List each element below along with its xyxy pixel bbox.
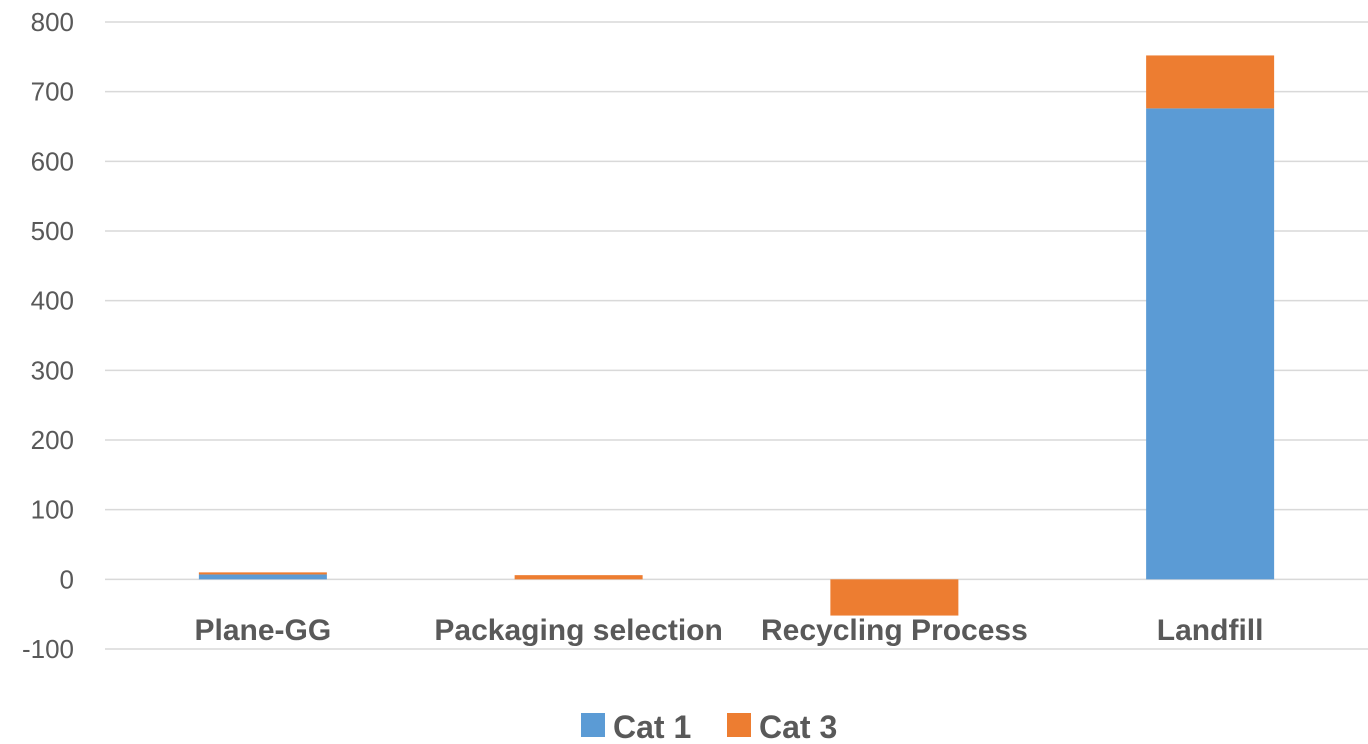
x-category-label: Landfill [1157,614,1264,647]
y-tick-label: 100 [31,495,74,525]
y-tick-label: 600 [31,146,74,176]
y-axis-tick-labels: -100 0 100 200 300 400 500 600 700 800 [22,7,74,664]
legend-label: Cat 1 [613,709,691,744]
x-category-label: Plane-GG [195,614,332,647]
x-category-label: Recycling Process [761,614,1028,647]
legend-swatch [727,713,751,737]
bars [199,55,1274,615]
y-tick-label: 200 [31,425,74,455]
y-tick-label: -100 [22,634,74,664]
bar-segment [830,579,958,615]
y-tick-label: 700 [31,77,74,107]
bar-segment [515,575,643,579]
x-category-label: Packaging selection [434,614,722,647]
bar-segment [1146,108,1274,579]
y-tick-label: 0 [60,564,74,594]
y-tick-label: 300 [31,355,74,385]
bar-segment [199,572,327,574]
x-axis-category-labels: Plane-GG Packaging selection Recycling Pro… [195,614,1264,647]
bar-segment [1146,55,1274,108]
legend-label: Cat 3 [759,709,837,744]
bar-segment [199,574,327,579]
legend: Cat 1 Cat 3 [581,709,837,744]
legend-swatch [581,713,605,737]
y-tick-label: 400 [31,286,74,316]
y-tick-label: 800 [31,7,74,37]
y-tick-label: 500 [31,216,74,246]
